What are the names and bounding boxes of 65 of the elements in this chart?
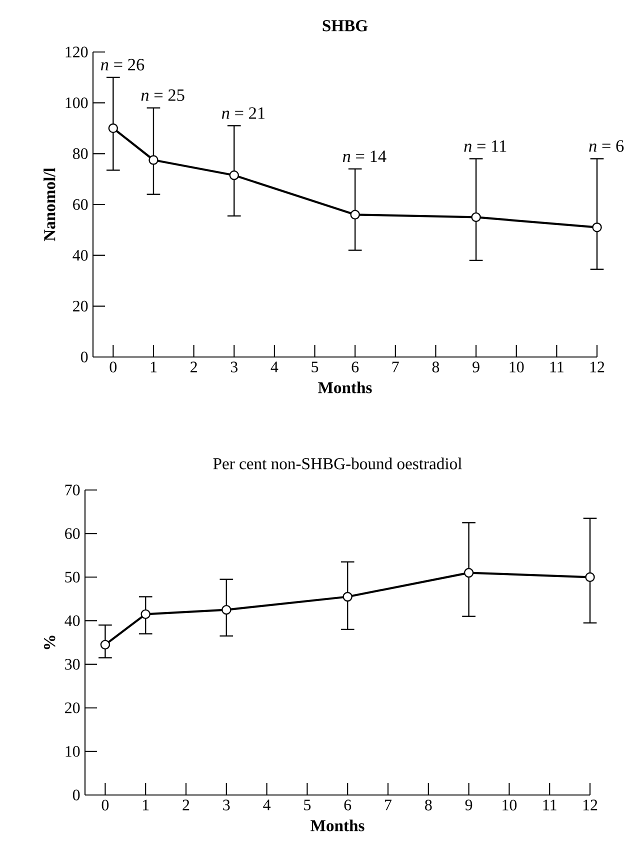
x-tick-label: 2 xyxy=(190,362,197,372)
x-tick-label: 5 xyxy=(312,362,318,372)
x-tick-label: 7 xyxy=(392,362,399,372)
y-tick-label: 50 xyxy=(65,572,80,583)
point xyxy=(592,222,602,232)
x-tick-label: 8 xyxy=(425,800,432,810)
point xyxy=(229,170,239,180)
y-tick-label: 120 xyxy=(66,46,88,58)
y-tick-label: 60 xyxy=(73,199,88,210)
y-tick-label: 70 xyxy=(65,484,80,496)
x-tick-label: 5 xyxy=(304,800,311,810)
y-tick-label: 20 xyxy=(73,300,88,312)
y-axis-title: % xyxy=(44,636,56,650)
x-tick-label: 11 xyxy=(550,362,564,372)
x-tick-label: 3 xyxy=(230,362,238,372)
x-tick-label: 4 xyxy=(263,800,271,810)
chart-title: Per cent non-SHBG-bound oestradiol xyxy=(213,458,462,470)
x-tick-label: 6 xyxy=(352,362,359,372)
x-tick-label: 9 xyxy=(472,362,480,372)
y-tick-label: 100 xyxy=(66,97,88,108)
y-tick-label: 40 xyxy=(72,250,88,261)
x-tick-label: 11 xyxy=(543,800,556,810)
x-tick-label: 0 xyxy=(102,800,109,810)
x-tick-label: 12 xyxy=(583,800,598,810)
x-tick-label: 1 xyxy=(143,800,149,810)
x-tick-label: 4 xyxy=(270,362,278,372)
point xyxy=(222,604,232,615)
x-tick-label: 3 xyxy=(223,800,230,810)
point xyxy=(471,212,481,222)
point xyxy=(342,592,352,602)
point xyxy=(585,572,595,582)
x-tick-label: 9 xyxy=(465,800,472,810)
y-tick-label: 20 xyxy=(65,702,80,714)
annotation: n = 26 xyxy=(100,58,144,70)
chart-title: SHBG xyxy=(322,20,368,32)
point xyxy=(464,568,474,578)
annotation: n = 14 xyxy=(342,150,386,162)
y-tick-label: 60 xyxy=(65,528,80,539)
point xyxy=(350,210,360,220)
x-tick-label: 10 xyxy=(510,362,524,372)
y-tick-label: 0 xyxy=(72,790,80,800)
x-tick-label: 2 xyxy=(182,800,190,810)
point xyxy=(108,123,118,134)
x-axis-title: Months xyxy=(310,820,364,832)
y-tick-label: 80 xyxy=(72,148,88,160)
annotation: n = 21 xyxy=(222,107,265,119)
x-tick-label: 0 xyxy=(110,362,117,372)
y-tick-label: 40 xyxy=(64,615,80,626)
x-tick-label: 10 xyxy=(502,800,517,810)
x-tick-label: 7 xyxy=(385,800,392,810)
y-tick-label: 30 xyxy=(65,658,80,670)
y-tick-label: 10 xyxy=(66,746,80,757)
annotation: n = 25 xyxy=(141,89,184,101)
annotation: n = 11 xyxy=(464,140,506,152)
point xyxy=(148,155,158,165)
point xyxy=(100,640,110,650)
x-tick-label: 12 xyxy=(590,362,604,372)
annotation: n = 6 xyxy=(589,140,624,152)
x-axis-title: Months xyxy=(318,382,372,394)
y-axis-title: Nanomol/l xyxy=(44,168,56,242)
y-tick-label: 0 xyxy=(80,352,88,362)
x-tick-label: 6 xyxy=(344,800,352,810)
x-tick-label: 8 xyxy=(432,362,440,372)
x-tick-label: 1 xyxy=(150,362,157,372)
point xyxy=(140,609,150,620)
